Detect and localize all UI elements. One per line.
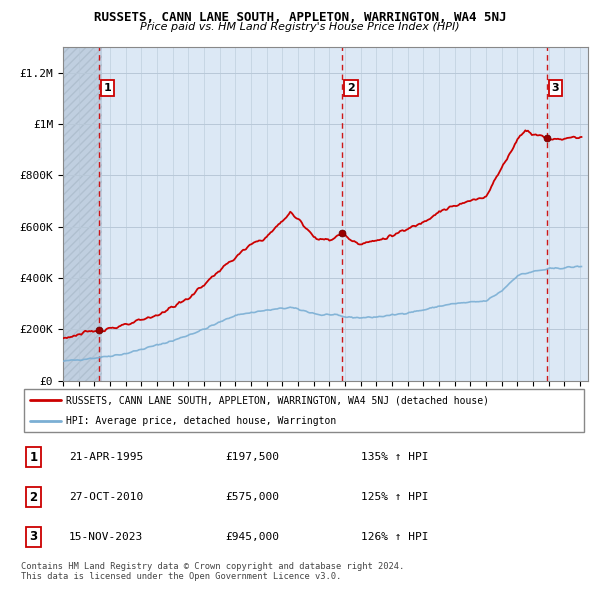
Text: 126% ↑ HPI: 126% ↑ HPI <box>361 532 428 542</box>
Text: 2: 2 <box>347 83 355 93</box>
Text: 125% ↑ HPI: 125% ↑ HPI <box>361 492 428 502</box>
Text: 1: 1 <box>104 83 112 93</box>
Text: RUSSETS, CANN LANE SOUTH, APPLETON, WARRINGTON, WA4 5NJ (detached house): RUSSETS, CANN LANE SOUTH, APPLETON, WARR… <box>67 395 490 405</box>
Text: 1: 1 <box>29 451 38 464</box>
Text: 27-OCT-2010: 27-OCT-2010 <box>69 492 143 502</box>
Text: £575,000: £575,000 <box>225 492 279 502</box>
Text: 2: 2 <box>29 490 38 504</box>
Text: 135% ↑ HPI: 135% ↑ HPI <box>361 452 428 462</box>
Text: Price paid vs. HM Land Registry's House Price Index (HPI): Price paid vs. HM Land Registry's House … <box>140 22 460 32</box>
Text: HPI: Average price, detached house, Warrington: HPI: Average price, detached house, Warr… <box>67 416 337 426</box>
FancyBboxPatch shape <box>24 389 584 432</box>
Text: RUSSETS, CANN LANE SOUTH, APPLETON, WARRINGTON, WA4 5NJ: RUSSETS, CANN LANE SOUTH, APPLETON, WARR… <box>94 11 506 24</box>
Text: 3: 3 <box>29 530 38 543</box>
Text: £197,500: £197,500 <box>225 452 279 462</box>
Bar <box>63 47 102 381</box>
Text: 15-NOV-2023: 15-NOV-2023 <box>69 532 143 542</box>
Text: 21-APR-1995: 21-APR-1995 <box>69 452 143 462</box>
Text: 3: 3 <box>551 83 559 93</box>
Text: Contains HM Land Registry data © Crown copyright and database right 2024.
This d: Contains HM Land Registry data © Crown c… <box>21 562 404 581</box>
Text: £945,000: £945,000 <box>225 532 279 542</box>
